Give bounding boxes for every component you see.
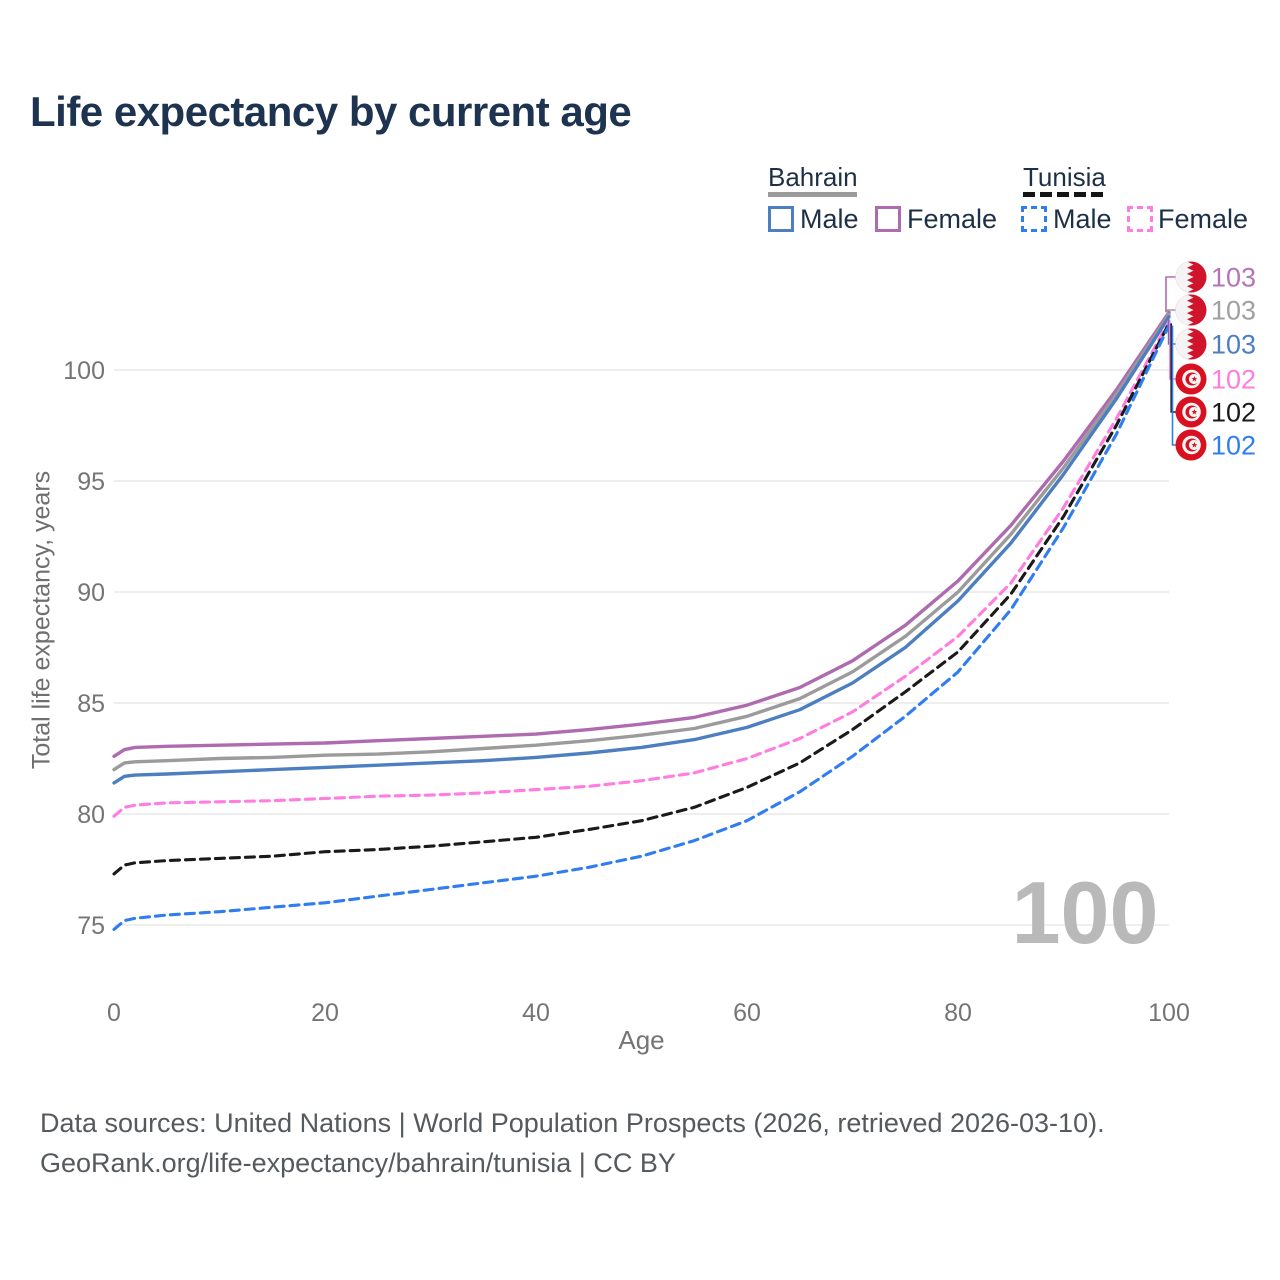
leader-line-bahrain — [1166, 309, 1177, 315]
x-tick-label-20: 20 — [311, 999, 339, 1027]
legend-label-tunisia-female: Female — [1158, 204, 1249, 234]
end-label-bahrain-female: 103 — [1211, 263, 1256, 293]
series-line-tunisia-male[interactable] — [112, 324, 1171, 931]
series-line-bahrain[interactable] — [112, 312, 1171, 772]
y-tick-label-100: 100 — [63, 357, 105, 385]
bahrain-male-swatch-icon — [768, 206, 794, 232]
x-tick-label-100: 100 — [1148, 999, 1190, 1027]
bahrain-flag-icon — [1175, 294, 1207, 326]
footer-link-line[interactable]: GeoRank.org/life-expectancy/bahrain/tuni… — [40, 1148, 676, 1178]
y-tick-label-85: 85 — [77, 690, 105, 718]
tunisia-dashed-line-swatch — [1023, 192, 1103, 197]
leader-line-bahrain-male — [1167, 316, 1177, 345]
legend-country-tunisia: Tunisia — [1023, 162, 1106, 192]
y-tick-label-90: 90 — [77, 579, 105, 607]
tunisia-flag-icon — [1175, 429, 1207, 461]
series-line-bahrain-female[interactable] — [112, 310, 1171, 758]
leader-line-bahrain-female — [1165, 276, 1177, 313]
legend-label-tunisia-male: Male — [1053, 204, 1112, 234]
x-tick-label-60: 60 — [733, 999, 761, 1027]
bahrain-female-swatch-icon — [875, 206, 901, 232]
x-tick-label-40: 40 — [522, 999, 550, 1027]
y-tick-label-95: 95 — [77, 468, 105, 496]
y-axis-title: Total life expectancy, years — [27, 470, 56, 770]
tunisia-flag-icon — [1175, 363, 1207, 395]
legend-label-bahrain-female: Female — [907, 204, 998, 234]
legend-country-bahrain: Bahrain — [768, 162, 858, 192]
end-label-tunisia-female: 102 — [1211, 365, 1256, 395]
bahrain-flag-icon — [1175, 328, 1207, 360]
footer-source-line: Data sources: United Nations | World Pop… — [40, 1108, 1105, 1138]
tunisia-flag-icon — [1175, 396, 1207, 428]
y-tick-label-75: 75 — [77, 912, 105, 940]
series-line-tunisia-female[interactable] — [112, 319, 1171, 818]
end-label-tunisia-male: 102 — [1211, 431, 1256, 461]
x-axis-title: Age — [618, 1025, 664, 1055]
age-watermark: 100 — [1012, 863, 1159, 962]
end-label-tunisia: 102 — [1211, 398, 1256, 428]
series-line-tunisia[interactable] — [112, 321, 1171, 876]
legend-label-bahrain-male: Male — [800, 204, 859, 234]
tunisia-male-swatch-icon — [1021, 206, 1047, 232]
leader-line-tunisia-female — [1169, 321, 1177, 380]
bahrain-flag-icon — [1175, 261, 1207, 293]
x-tick-label-80: 80 — [944, 999, 972, 1027]
bahrain-solid-line-swatch — [768, 192, 857, 197]
y-tick-label-80: 80 — [77, 801, 105, 829]
tunisia-female-swatch-icon — [1127, 206, 1153, 232]
series-line-bahrain-male[interactable] — [112, 315, 1171, 785]
end-label-bahrain: 103 — [1211, 296, 1256, 326]
leader-line-tunisia — [1170, 323, 1177, 413]
x-tick-label-0: 0 — [107, 999, 121, 1027]
end-label-bahrain-male: 103 — [1211, 330, 1256, 360]
page-title: Life expectancy by current age — [30, 88, 632, 135]
